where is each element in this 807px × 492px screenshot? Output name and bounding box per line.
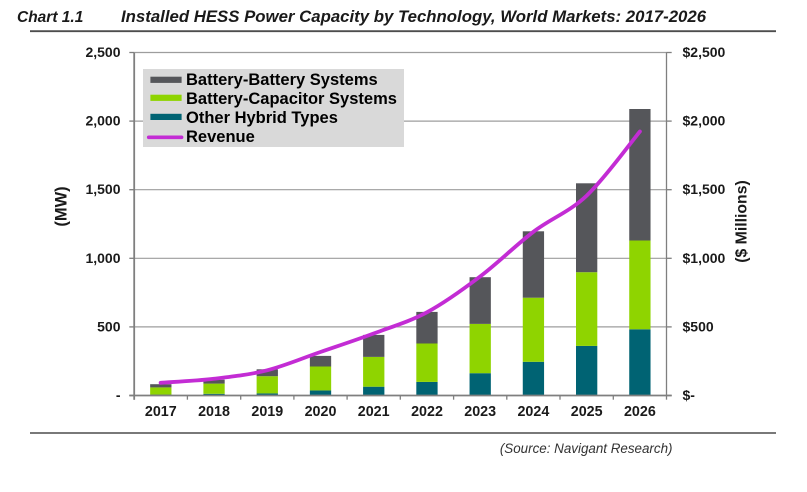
svg-text:2019: 2019 [251,404,283,420]
svg-text:Other Hybrid Types: Other Hybrid Types [186,109,338,127]
svg-text:$1,500: $1,500 [683,181,726,197]
svg-text:$2,000: $2,000 [683,113,726,129]
svg-text:$2,500: $2,500 [683,44,726,60]
svg-text:Chart 1.1: Chart 1.1 [17,9,83,26]
svg-text:1,500: 1,500 [85,181,120,197]
svg-text:($ Millions): ($ Millions) [734,180,751,263]
svg-text:500: 500 [97,318,121,334]
svg-text:Installed HESS Power Capacity: Installed HESS Power Capacity by Technol… [121,7,707,26]
svg-text:(MW): (MW) [53,186,71,226]
svg-text:2021: 2021 [358,404,390,420]
svg-text:$-: $- [683,387,696,403]
svg-text:2017: 2017 [145,404,177,420]
svg-text:Revenue: Revenue [186,128,255,146]
svg-text:Battery-Battery Systems: Battery-Battery Systems [186,71,378,89]
svg-text:2,000: 2,000 [85,113,120,129]
svg-text:2026: 2026 [624,404,656,420]
svg-text:1,000: 1,000 [85,250,120,266]
svg-text:2022: 2022 [411,404,443,420]
svg-text:2025: 2025 [571,404,603,420]
svg-text:2018: 2018 [198,404,230,420]
svg-text:Battery-Capacitor Systems: Battery-Capacitor Systems [186,90,397,108]
svg-text:-: - [116,387,121,403]
svg-text:2,500: 2,500 [85,44,120,60]
svg-text:2020: 2020 [305,404,337,420]
svg-text:(Source: Navigant Research): (Source: Navigant Research) [500,441,673,456]
svg-text:2024: 2024 [517,404,549,420]
svg-text:$1,000: $1,000 [683,250,726,266]
svg-text:2023: 2023 [464,404,496,420]
svg-text:$500: $500 [683,318,714,334]
